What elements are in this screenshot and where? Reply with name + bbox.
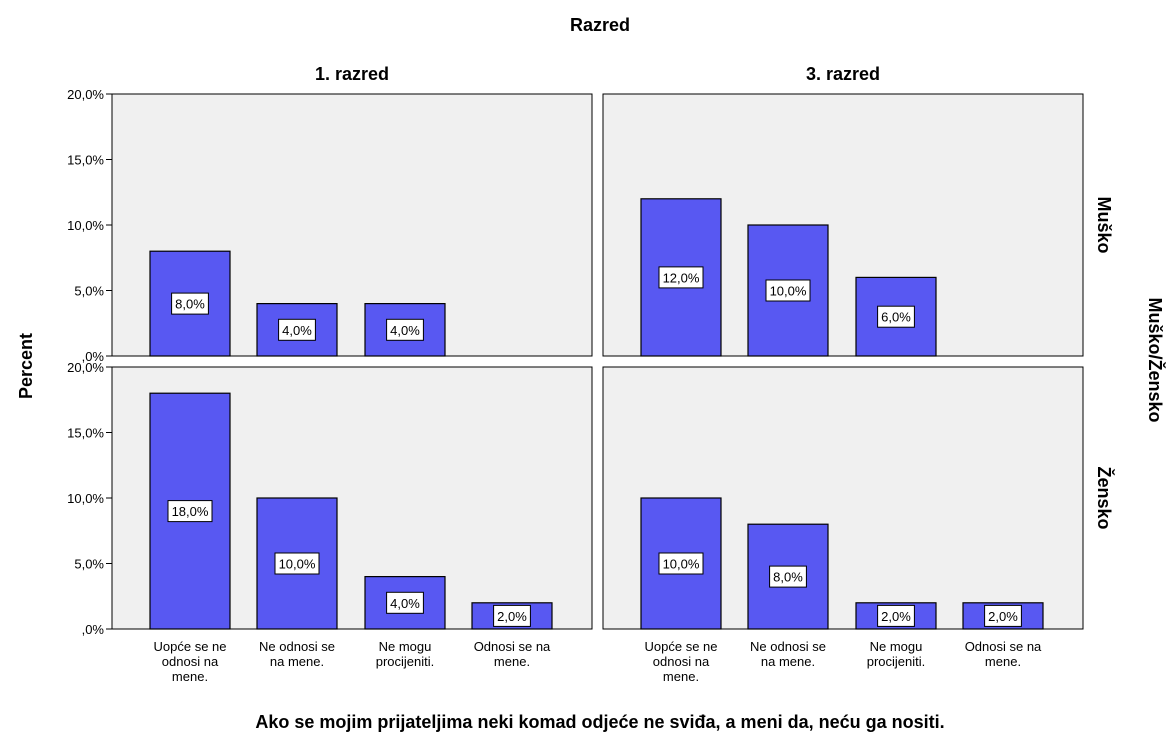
x-category-label: Ne mogu [870,639,923,654]
y-tick-label: 10,0% [67,491,104,506]
column-header: 3. razred [806,64,880,84]
data-label-box [658,552,704,575]
row-header: Muško [1094,196,1114,253]
data-label-box [386,318,424,341]
data-label: 4,0% [282,323,312,338]
panel: ,0% 5,0% 10,0% 15,0% 20,0% 18,0% 10,0% 4,0% 2,0%… [67,360,593,684]
data-label-box [877,604,915,627]
data-label-box [984,604,1022,627]
x-category-label: procijeniti. [376,654,435,669]
data-label: 6,0% [881,310,911,325]
data-label-box [765,279,811,302]
panels-layer: 1. razred 3. razred Muško Žensko ,0% 5,0% 10,0… [67,64,1115,684]
data-label-box [274,552,320,575]
y-tick-label: 5,0% [74,557,104,572]
y-tick-label: 20,0% [67,360,104,375]
row-header: Žensko [1094,466,1115,529]
y-tick-label: 10,0% [67,218,104,233]
data-label: 8,0% [773,570,803,585]
y-tick-label: ,0% [82,349,105,364]
x-category-label: Odnosi se na [965,639,1042,654]
x-category-label: Odnosi se na [474,639,551,654]
data-label: 4,0% [390,323,420,338]
x-category-label: Ne mogu [379,639,432,654]
y-tick-label: 15,0% [67,426,104,441]
data-label: 10,0% [663,557,700,572]
bar [747,523,829,630]
data-label-box [167,500,213,523]
y-axis-title: Percent [16,333,36,399]
x-category-label: mene. [494,654,530,669]
data-label: 12,0% [663,270,700,285]
data-label-box [493,604,531,627]
x-category-label: odnosi na [162,654,219,669]
x-category-label: mene. [985,654,1021,669]
y-tick-label: ,0% [82,622,105,637]
data-label-box [171,292,209,315]
y-tick-label: 15,0% [67,153,104,168]
panel: ,0% 5,0% 10,0% 15,0% 20,0% 8,0% 4,0% 4,0% [67,87,593,364]
data-label: 2,0% [497,609,527,624]
data-label-box [658,266,704,289]
x-category-label: odnosi na [653,654,710,669]
data-label: 18,0% [172,504,209,519]
panel: 12,0% 10,0% 6,0% [602,93,1084,357]
data-label: 2,0% [988,609,1018,624]
x-category-label: Uopće se ne [645,639,718,654]
x-category-label: na mene. [270,654,324,669]
y-tick-label: 5,0% [74,284,104,299]
data-label: 10,0% [279,557,316,572]
data-label-box [278,318,316,341]
x-category-label: Uopće se ne [154,639,227,654]
data-label: 2,0% [881,609,911,624]
x-axis-title: Ako se mojim prijateljima neki komad odj… [255,712,944,732]
x-category-label: na mene. [761,654,815,669]
row-axis-title: Muško/Žensko [1145,297,1166,422]
data-label: 4,0% [390,596,420,611]
data-label-box [386,591,424,614]
y-tick-label: 20,0% [67,87,104,102]
x-category-label: mene. [172,669,208,684]
data-label: 8,0% [175,297,205,312]
data-label-box [769,565,807,588]
data-label-box [877,305,915,328]
chart-title: Razred [570,15,630,35]
x-category-label: Ne odnosi se [259,639,335,654]
x-category-label: mene. [663,669,699,684]
column-header: 1. razred [315,64,389,84]
x-category-label: procijeniti. [867,654,926,669]
x-category-label: Ne odnosi se [750,639,826,654]
data-label: 10,0% [770,284,807,299]
